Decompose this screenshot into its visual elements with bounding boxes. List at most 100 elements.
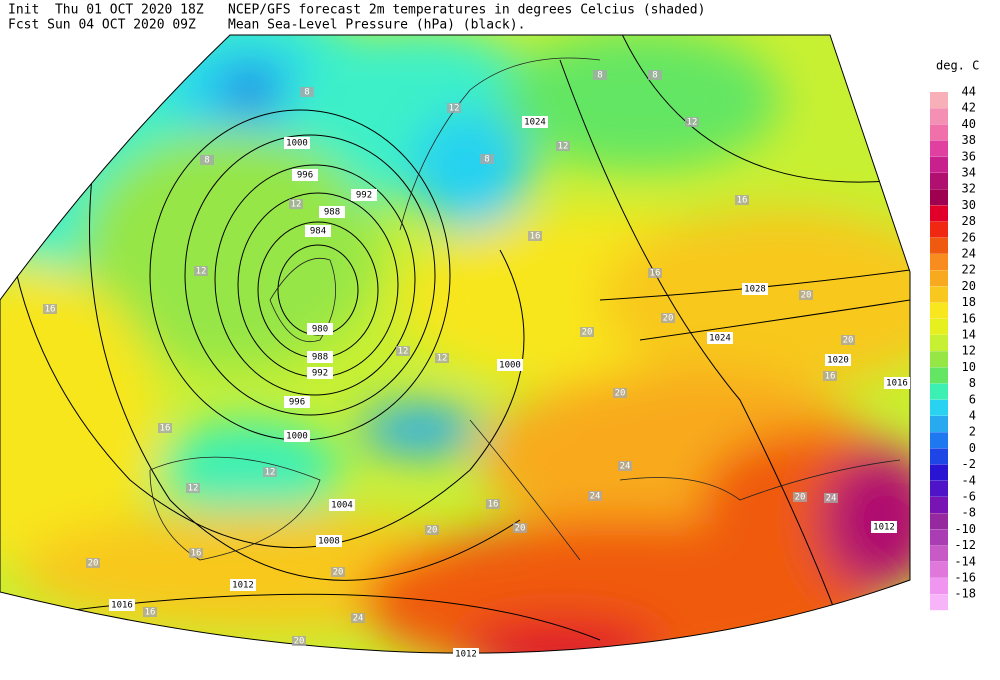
legend-swatch <box>930 92 948 108</box>
temperature-label: 8 <box>304 88 309 98</box>
isobar-label: 1012 <box>455 650 477 660</box>
legend-label: 24 <box>962 247 976 261</box>
temperature-label: 20 <box>663 314 674 324</box>
legend-swatch <box>930 286 948 303</box>
temperature-label-bg <box>486 499 500 509</box>
legend-label: -18 <box>954 587 976 601</box>
legend-label: 34 <box>962 166 976 180</box>
temperature-label: 12 <box>196 267 207 277</box>
temperature-label: 16 <box>45 305 56 315</box>
temperature-label: 20 <box>582 328 593 338</box>
temperature-label-bg <box>194 266 208 276</box>
legend-swatch <box>930 108 948 125</box>
temperature-label: 16 <box>145 608 156 618</box>
legend-label: 6 <box>969 392 976 406</box>
legend-swatch <box>930 464 948 481</box>
legend-swatch <box>930 351 948 368</box>
isobar-label: 992 <box>356 191 372 201</box>
isobar-label: 1016 <box>886 379 908 389</box>
temperature-label-bg <box>186 483 200 493</box>
temperature-label-bg <box>331 567 345 577</box>
legend-swatch <box>930 140 948 157</box>
isobar-label-bg <box>230 579 256 591</box>
isobar-label: 1008 <box>318 537 340 547</box>
temperature-label-bg <box>189 548 203 558</box>
temperature-label-bg <box>435 353 449 363</box>
temperature-label-bg <box>292 636 306 646</box>
legend-label: 20 <box>962 279 976 293</box>
temperature-label: 16 <box>488 500 499 510</box>
temperature-label: 16 <box>191 549 202 559</box>
coastlines <box>149 57 901 561</box>
legend-swatch <box>930 448 948 465</box>
temperature-label-bg <box>263 467 277 477</box>
legend-swatch <box>930 432 948 449</box>
isobar-label-bg <box>284 137 310 149</box>
isobar-label-bg <box>305 225 331 237</box>
temperature-label: 20 <box>294 637 305 647</box>
legend-label: 44 <box>962 85 976 99</box>
temperature-label: 20 <box>88 559 99 569</box>
temperature-label: 20 <box>615 389 626 399</box>
isobar-label: 1000 <box>286 432 308 442</box>
temperature-label: 24 <box>620 462 631 472</box>
temperature-label-bg <box>593 70 607 80</box>
legend-label: 10 <box>962 360 976 374</box>
isobar-label: 1012 <box>873 523 895 533</box>
isobar-label: 1000 <box>499 361 521 371</box>
isobar-label-bg <box>497 359 523 371</box>
legend-swatch <box>930 383 948 400</box>
temperature-label: 20 <box>427 526 438 536</box>
temperature-label: 24 <box>353 614 364 624</box>
temperature-label: 8 <box>204 156 209 166</box>
legend-label: 22 <box>962 263 976 277</box>
legend-label: 18 <box>962 295 976 309</box>
title: NCEP/GFS forecast 2m temperatures in deg… <box>228 3 705 18</box>
map-frame <box>0 34 911 654</box>
temperature-label-bg <box>425 525 439 535</box>
temperature-label: 20 <box>801 291 812 301</box>
legend-label: 42 <box>962 101 976 115</box>
isobar-label-bg <box>351 189 377 201</box>
isobar-label: 980 <box>312 325 328 335</box>
isobar-label-bg <box>316 535 342 547</box>
legend-swatch <box>930 335 948 351</box>
temperature-label: 24 <box>590 492 601 502</box>
legend-label: -16 <box>954 571 976 585</box>
legend-label: 32 <box>962 182 976 196</box>
legend-swatch <box>930 497 948 513</box>
legend: 4442403836343230282624222018161412108642… <box>930 85 976 611</box>
isobar-label-bg <box>707 332 733 344</box>
temperature-label: 16 <box>825 372 836 382</box>
temperature-label: 12 <box>449 104 460 114</box>
temperature-label-bg <box>158 423 172 433</box>
legend-swatch <box>930 205 948 222</box>
isobar-label: 984 <box>310 227 326 237</box>
temperature-label: 8 <box>597 71 602 81</box>
legend-label: -2 <box>962 457 976 471</box>
legend-label: 16 <box>962 311 976 325</box>
legend-label: 30 <box>962 198 976 212</box>
temperature-label: 20 <box>515 524 526 534</box>
temperature-label: 24 <box>826 494 837 504</box>
legend-label: 26 <box>962 230 976 244</box>
legend-swatch <box>930 416 948 432</box>
temperature-label-bg <box>823 371 837 381</box>
temperature-label: 12 <box>265 468 276 478</box>
legend-label: 2 <box>969 425 976 439</box>
legend-swatch <box>930 173 948 189</box>
temperature-label-bg <box>86 558 100 568</box>
temperature-label-bg <box>351 613 365 623</box>
legend-swatch <box>930 545 948 562</box>
temperature-label-bg <box>513 523 527 533</box>
isobar-label-bg <box>109 599 135 611</box>
legend-label: 36 <box>962 149 976 163</box>
temperature-label: 12 <box>437 354 448 364</box>
temperature-label: 12 <box>687 118 698 128</box>
temperature-label-bg <box>793 492 807 502</box>
isobar-label-bg <box>329 499 355 511</box>
subtitle: Mean Sea-Level Pressure (hPa) (black). <box>228 18 525 33</box>
isobar-label-bg <box>307 351 333 363</box>
